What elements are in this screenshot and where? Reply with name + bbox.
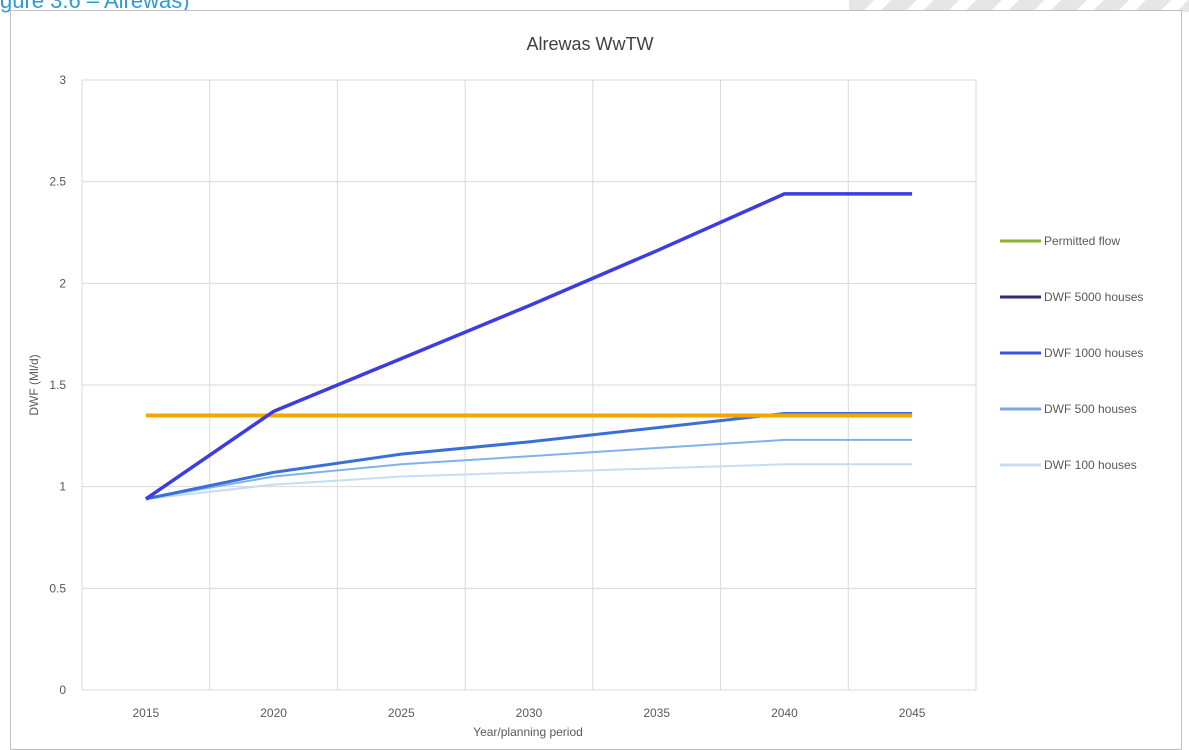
y-axis-label: DWF (Ml/d) — [27, 354, 41, 415]
legend-label-dwf-5000-houses: DWF 5000 houses — [1044, 290, 1143, 304]
x-tick-label: 2035 — [643, 706, 670, 720]
gridlines — [81, 79, 977, 691]
y-tick-label: 2.5 — [49, 175, 66, 189]
x-tick-labels: 2015 2020 2025 2030 2035 2040 2045 — [133, 706, 926, 720]
x-tick-label: 2025 — [388, 706, 415, 720]
legend-label-permitted-flow: Permitted flow — [1044, 234, 1120, 248]
y-tick-label: 3 — [59, 73, 66, 87]
legend-label-dwf-100-houses: DWF 100 houses — [1044, 458, 1137, 472]
y-tick-label: 0.5 — [49, 581, 66, 595]
x-tick-label: 2020 — [260, 706, 287, 720]
legend-label-dwf-1000-houses: DWF 1000 houses — [1044, 346, 1143, 360]
x-tick-label: 2030 — [516, 706, 543, 720]
chart-frame — [10, 10, 1182, 750]
figure-caption: gure 3.6 – Alrewas) — [0, 0, 190, 13]
legend-label-dwf-500-houses: DWF 500 houses — [1044, 402, 1137, 416]
y-tick-label: 0 — [59, 683, 66, 697]
series-lines — [144, 192, 913, 501]
x-axis-label: Year/planning period — [473, 725, 583, 739]
header-stripes — [849, 0, 1189, 12]
y-tick-label: 1 — [59, 480, 66, 494]
chart-title: Alrewas WwTW — [527, 34, 654, 54]
y-tick-label: 2 — [59, 276, 66, 290]
legend: Permitted flow DWF 5000 houses DWF 1000 ho… — [1000, 234, 1143, 472]
series-line-dwf-5000-houses — [144, 192, 913, 501]
series-line-dwf-100-houses — [145, 463, 913, 500]
x-tick-label: 2040 — [771, 706, 798, 720]
y-tick-label: 1.5 — [49, 378, 66, 392]
series-line-dwf-500-houses — [145, 438, 913, 500]
x-tick-label: 2045 — [899, 706, 926, 720]
y-tick-labels: 0 0.5 1 1.5 2 2.5 3 — [49, 73, 66, 697]
x-tick-label: 2015 — [133, 706, 160, 720]
